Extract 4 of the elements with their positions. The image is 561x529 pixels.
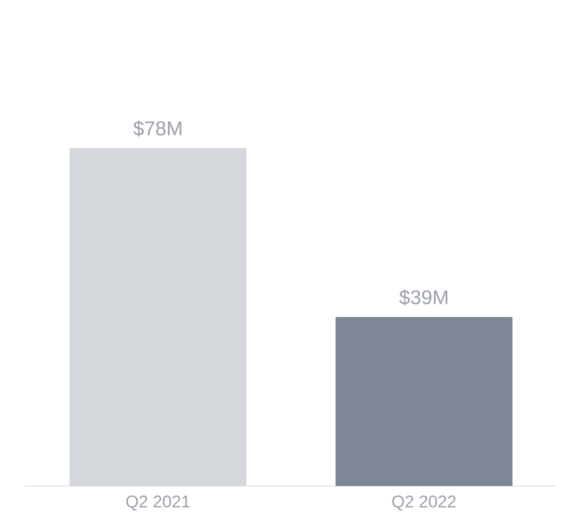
data-label: $78M	[133, 120, 182, 137]
data-label: $39M	[399, 289, 448, 306]
x-tick-label: Q2 2021	[126, 496, 190, 511]
x-tick-label: Q2 2022	[392, 496, 456, 511]
